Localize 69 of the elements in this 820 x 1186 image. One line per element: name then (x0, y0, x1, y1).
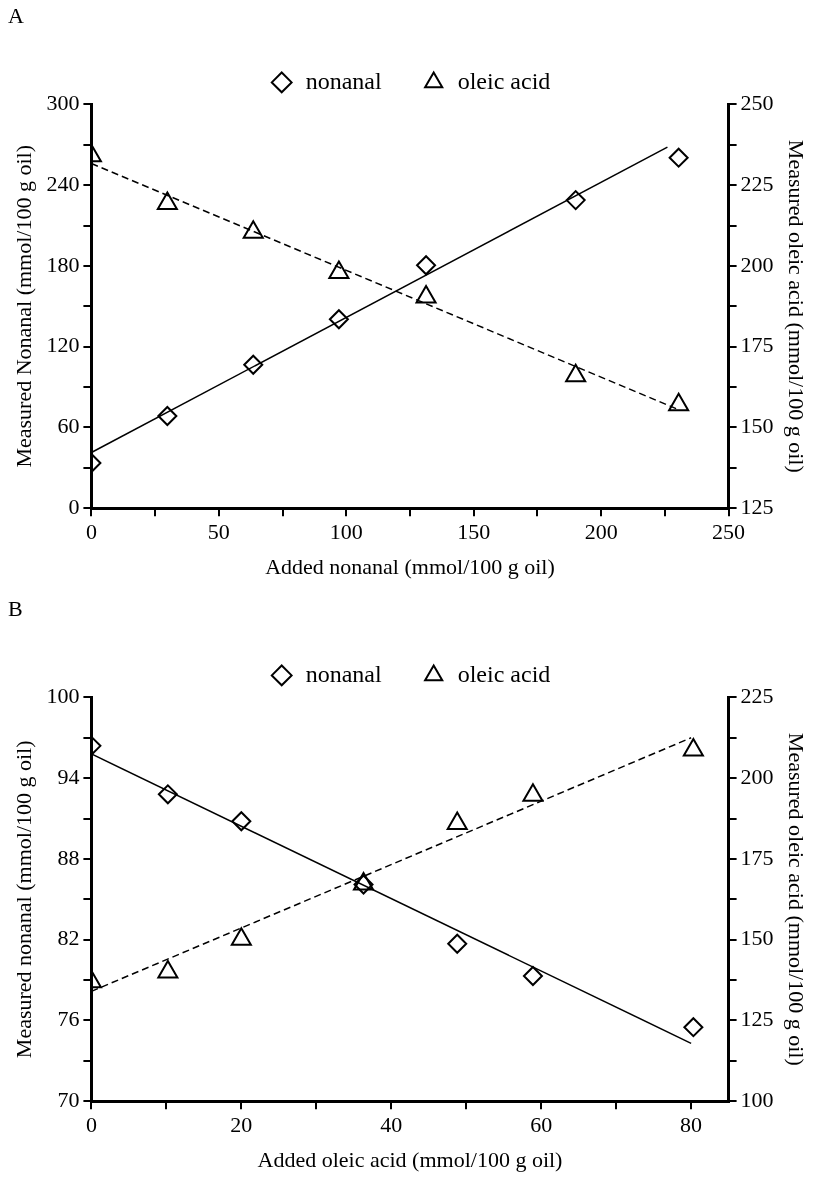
point (446, 811, 468, 830)
point (522, 966, 543, 987)
legend-label: oleic acid (457, 67, 551, 94)
point (328, 309, 349, 330)
legend-label: nonanal (305, 660, 383, 687)
point (447, 933, 468, 954)
y-tick-label: 94 (57, 763, 80, 789)
y-tick-label: 100 (46, 683, 80, 709)
y-tick-label: 300 (46, 90, 80, 116)
x-axis-title: Added nonanal (mmol/100 g oil) (265, 553, 555, 579)
y-axis-title: Measured Nonanal (mmol/100 g oil) (10, 145, 36, 468)
y-tick-label: 88 (57, 844, 80, 870)
point (668, 147, 689, 168)
point (683, 1017, 704, 1038)
y2-axis-title: Measured oleic acid (mmol/100 g oil) (784, 732, 810, 1066)
point (328, 260, 350, 279)
y-tick-label: 240 (46, 170, 80, 196)
point (156, 191, 178, 211)
x-axis-title: Added oleic acid (mmol/100 g oil) (257, 1146, 563, 1172)
y2-tick-label: 150 (740, 413, 774, 439)
point (231, 811, 252, 832)
x-tick-label: 60 (530, 1112, 553, 1138)
y-tick-label: 82 (57, 925, 80, 951)
x-tick-label: 250 (712, 519, 746, 545)
y2-tick-label: 225 (740, 170, 774, 196)
y2-tick-label: 125 (740, 1006, 774, 1032)
y2-tick-label: 200 (740, 763, 774, 789)
point (157, 784, 178, 805)
point (522, 783, 544, 802)
y-tick-label: 120 (46, 332, 80, 358)
chart-title: B (8, 595, 23, 621)
y2-tick-label: 100 (740, 1086, 774, 1112)
y-tick-label: 76 (57, 1006, 80, 1032)
y-tick-label: 0 (68, 493, 80, 519)
x-tick-label: 200 (584, 519, 618, 545)
y-axis-title: Measured nonanal (mmol/100 g oil) (10, 740, 36, 1059)
x-tick-label: 100 (329, 519, 363, 545)
x-tick-label: 0 (85, 519, 97, 545)
y2-tick-label: 250 (740, 90, 774, 116)
y-tick-label: 60 (57, 413, 80, 439)
x-tick-label: 150 (457, 519, 491, 545)
point (157, 406, 178, 426)
y2-tick-label: 225 (740, 683, 774, 709)
point (230, 927, 252, 946)
y2-tick-label: 175 (740, 844, 774, 870)
y2-tick-label: 150 (740, 925, 774, 951)
x-tick-label: 20 (230, 1112, 253, 1138)
x-tick-label: 50 (207, 519, 230, 545)
point (565, 190, 586, 211)
x-tick-label: 80 (680, 1112, 703, 1138)
y2-tick-label: 175 (740, 332, 774, 358)
x-tick-label: 0 (85, 1112, 97, 1138)
point (415, 284, 437, 304)
y2-tick-label: 200 (740, 251, 774, 277)
point (682, 738, 704, 757)
point (565, 363, 587, 383)
point (243, 354, 264, 375)
chart-title: A (8, 2, 24, 28)
legend-label: oleic acid (457, 660, 551, 687)
point (157, 959, 179, 979)
point (668, 392, 690, 412)
y-tick-label: 70 (57, 1086, 80, 1112)
y2-tick-label: 125 (740, 493, 774, 519)
x-tick-label: 40 (380, 1112, 403, 1138)
y-tick-label: 180 (46, 251, 80, 277)
legend-label: nonanal (305, 67, 383, 94)
point (242, 220, 264, 239)
y2-axis-title: Measured oleic acid (mmol/100 g oil) (784, 139, 810, 473)
point (416, 255, 437, 276)
